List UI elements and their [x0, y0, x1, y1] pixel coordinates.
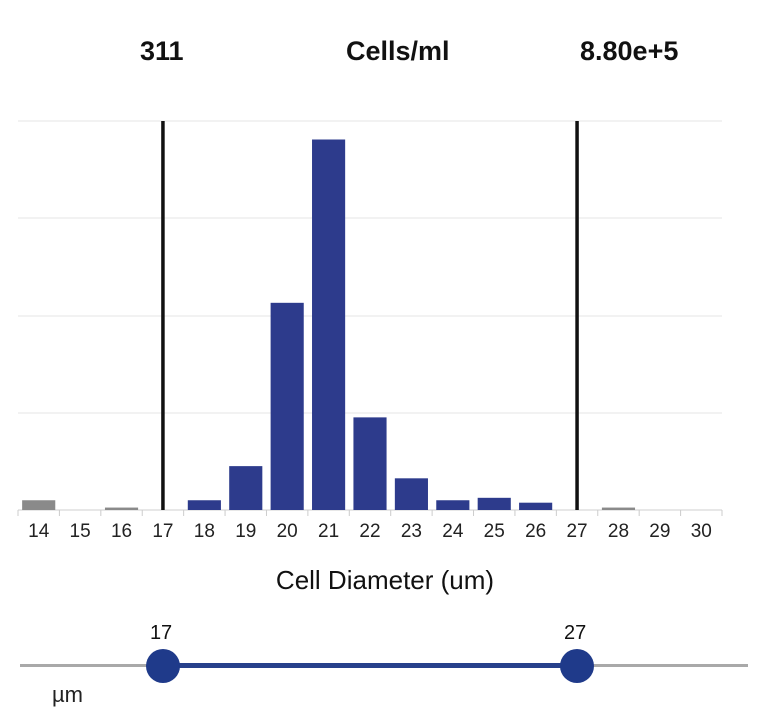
x-tick-label: 27: [566, 521, 587, 542]
x-tick-label: 16: [111, 521, 132, 542]
slider-unit-label: µm: [52, 682, 84, 707]
x-tick-label: 22: [359, 521, 380, 542]
slider-selected-range: [162, 663, 578, 668]
histogram-bar: [187, 500, 221, 510]
slider-min-value: 17: [149, 622, 173, 644]
slider-max-handle[interactable]: [560, 649, 595, 683]
slider-min-handle[interactable]: [145, 649, 180, 683]
histogram-bar: [22, 500, 56, 510]
histogram-chart: 14 15 16 17 18 19 20 21 22 23 24 25 26 27 28 29 30 Cell …: [17, 120, 723, 595]
concentration-unit-label: Cells/ml: [346, 36, 450, 66]
cell-count: 311: [140, 36, 184, 66]
x-tick-label: 29: [649, 521, 670, 542]
histogram-bar: [601, 507, 636, 510]
histogram-bar: [229, 466, 263, 510]
histogram-bar: [477, 497, 511, 510]
x-tick-label: 21: [318, 521, 339, 542]
x-tick-label: 23: [401, 521, 422, 542]
gate-lines: [161, 121, 579, 510]
x-tick-label: 18: [194, 521, 215, 542]
x-tick-label: 26: [525, 521, 546, 542]
x-axis-label: Cell Diameter (um): [276, 565, 494, 595]
x-tick-label: 24: [442, 521, 464, 542]
x-tick-label: 20: [277, 521, 298, 542]
x-tick-labels: 14 15 16 17 18 19 20 21 22 23 24 25 26 27 28 29 30: [17, 510, 723, 542]
x-tick-label: 30: [691, 521, 712, 542]
histogram-bar: [353, 417, 387, 510]
x-tick-label: 25: [484, 521, 505, 542]
concentration-value: 8.80e+5: [580, 36, 679, 66]
x-tick-label: 19: [235, 521, 256, 542]
x-tick-label: 14: [28, 521, 50, 542]
histogram-bar: [394, 478, 428, 510]
histogram-bar: [519, 502, 553, 510]
x-tick-label: 15: [70, 521, 91, 542]
slider-max-value: 27: [564, 622, 587, 644]
x-tick-label: 17: [152, 521, 173, 542]
histogram-bar: [104, 507, 139, 510]
histogram-bar: [270, 302, 304, 510]
diameter-range-slider[interactable]: 17 27 µm: [0, 600, 771, 722]
histogram-bar: [436, 500, 470, 510]
x-tick-label: 28: [608, 521, 629, 542]
histogram-bar: [312, 139, 346, 510]
histogram-bars: [22, 139, 636, 510]
